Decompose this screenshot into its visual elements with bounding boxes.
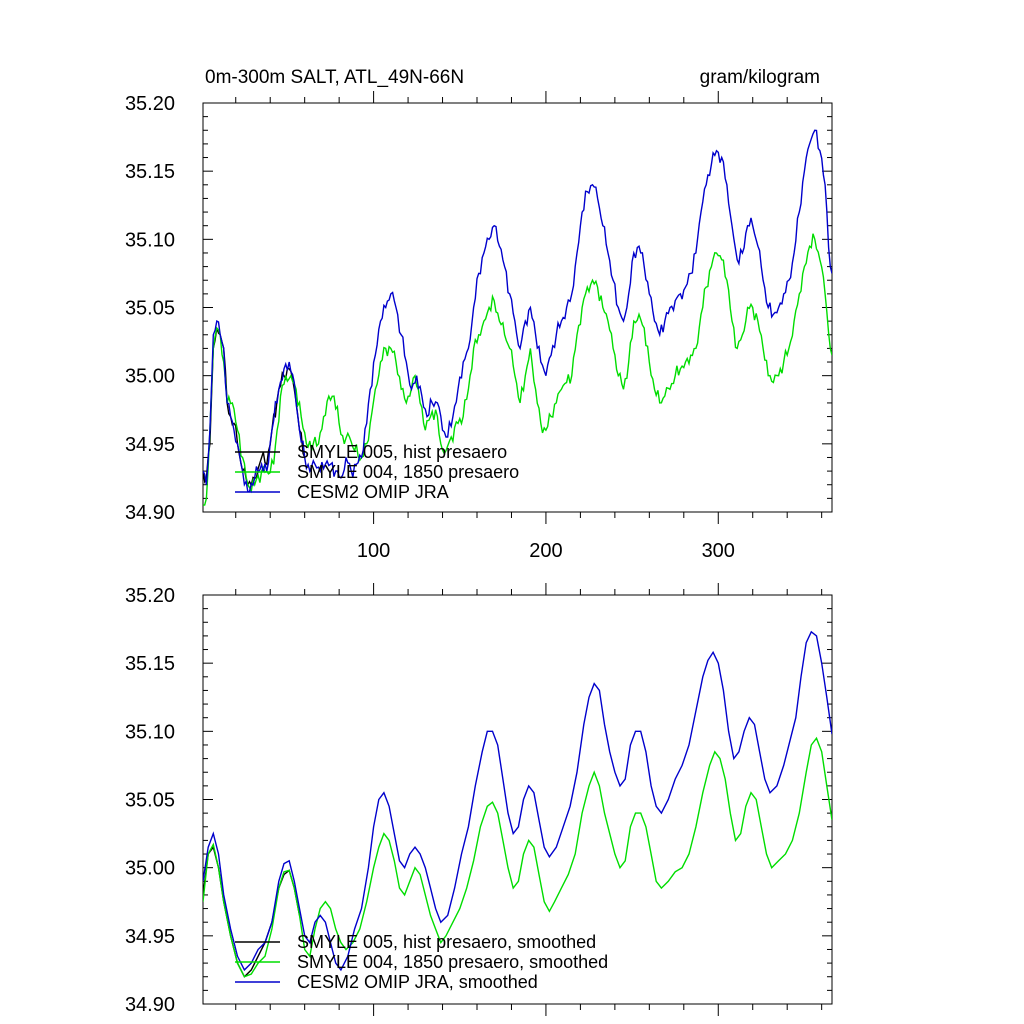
chart-title: 0m-300m SALT, ATL_49N-66N xyxy=(205,67,464,88)
y-tick-label: 35.05 xyxy=(125,298,175,320)
y-tick-label: 34.90 xyxy=(125,994,175,1016)
top-panel: 34.90 34.95 35.00 35.05 35.10 35.15 35.20 100 20… xyxy=(125,91,833,562)
legend-label: SMYLE 005, hist presaero xyxy=(297,442,507,462)
y-tick-label: 34.95 xyxy=(125,926,175,948)
y-tick-label: 35.15 xyxy=(125,161,175,183)
series-line xyxy=(203,630,832,972)
x-tick-label: 300 xyxy=(702,540,735,562)
series-line xyxy=(203,845,301,978)
bottom-panel: 34.90 34.95 35.00 35.05 35.10 35.15 35.20 SMYLE… xyxy=(125,583,833,1016)
y-tick-label: 35.10 xyxy=(125,229,175,251)
y-tick-label: 35.05 xyxy=(125,790,175,812)
y-tick-label: 35.15 xyxy=(125,653,175,675)
series-line xyxy=(203,327,306,488)
y-tick-label: 35.10 xyxy=(125,721,175,743)
legend-label: CESM2 OMIP JRA xyxy=(297,482,449,502)
legend-label: SMYLE 004, 1850 presaero, smoothed xyxy=(297,952,608,972)
y-tick-label: 35.00 xyxy=(125,858,175,880)
y-tick-label: 34.90 xyxy=(125,502,175,524)
x-tick-label: 100 xyxy=(357,540,390,562)
legend-label: SMYLE 005, hist presaero, smoothed xyxy=(297,932,596,952)
units-label: gram/kilogram xyxy=(700,67,820,88)
series-line xyxy=(203,129,832,493)
x-tick-label: 200 xyxy=(529,540,562,562)
y-tick-label: 34.95 xyxy=(125,434,175,456)
y-tick-label: 35.20 xyxy=(125,93,175,115)
legend-label: CESM2 OMIP JRA, smoothed xyxy=(297,972,538,992)
series-line xyxy=(203,736,832,978)
legend-label: SMYLE 004, 1850 presaero xyxy=(297,462,519,482)
y-tick-label: 35.00 xyxy=(125,366,175,388)
y-tick-label: 35.20 xyxy=(125,585,175,607)
series-line xyxy=(203,233,832,506)
